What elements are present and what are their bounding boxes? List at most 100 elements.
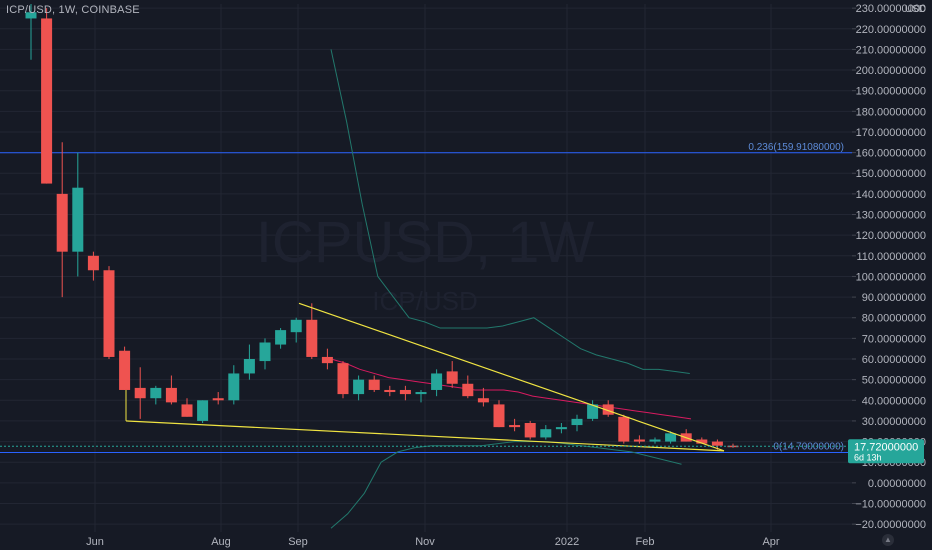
candle[interactable] xyxy=(602,400,614,417)
price-tick-label: 140.00000000 xyxy=(856,189,926,201)
price-tick-label: 190.00000000 xyxy=(856,86,926,98)
candle-body xyxy=(509,425,521,428)
candle-body xyxy=(165,387,177,403)
candle[interactable] xyxy=(134,367,146,419)
candle[interactable] xyxy=(727,443,739,448)
price-tick-label: 130.00000000 xyxy=(856,210,926,222)
candle[interactable] xyxy=(25,4,37,60)
candle[interactable] xyxy=(103,266,115,360)
symbol-header[interactable]: ICP/USD, 1W, COINBASE xyxy=(6,4,140,16)
candle[interactable] xyxy=(72,152,84,277)
time-tick-label: Nov xyxy=(415,536,435,548)
price-tick-label: 40.00000000 xyxy=(862,395,926,407)
candle[interactable] xyxy=(321,348,333,370)
candlesticks[interactable] xyxy=(25,4,739,450)
candle[interactable] xyxy=(353,375,365,401)
candle[interactable] xyxy=(56,142,68,298)
candle-body xyxy=(665,433,677,442)
candle-body xyxy=(119,350,131,390)
candle[interactable] xyxy=(399,385,411,401)
candle[interactable] xyxy=(368,375,380,393)
candle[interactable] xyxy=(87,251,99,281)
price-tick-label: 220.00000000 xyxy=(856,24,926,36)
candle-body xyxy=(197,400,209,421)
candle[interactable] xyxy=(524,420,536,440)
moving-average xyxy=(330,358,692,420)
candle-body xyxy=(72,187,84,252)
candle[interactable] xyxy=(680,429,692,442)
candle[interactable] xyxy=(540,425,552,440)
candle[interactable] xyxy=(165,375,177,405)
candle[interactable] xyxy=(290,317,302,343)
candle[interactable] xyxy=(150,385,162,405)
price-tick-label: 90.00000000 xyxy=(862,292,926,304)
price-tick-label: 160.00000000 xyxy=(856,148,926,160)
candle[interactable] xyxy=(212,392,224,405)
candle-body xyxy=(337,363,349,395)
candle[interactable] xyxy=(587,400,599,421)
candle-body xyxy=(103,270,115,357)
candle[interactable] xyxy=(181,398,193,417)
price-tick-label: 150.00000000 xyxy=(856,168,926,180)
candle[interactable] xyxy=(243,344,255,380)
price-axis[interactable]: 230.00000000 220.00000000 210.00000000 200.… xyxy=(852,0,932,550)
candle[interactable] xyxy=(509,418,521,432)
last-price-countdown: 6d 13h xyxy=(854,452,882,462)
candle-body xyxy=(399,389,411,395)
candle-body xyxy=(555,427,567,430)
candle[interactable] xyxy=(493,400,505,428)
price-tick-label: 80.00000000 xyxy=(862,313,926,325)
candle-body xyxy=(228,373,240,401)
fib-level-label: 0(14.70000000) xyxy=(773,442,844,453)
candle-body xyxy=(618,416,630,442)
candle[interactable] xyxy=(633,435,645,444)
candle[interactable] xyxy=(337,361,349,399)
candle[interactable] xyxy=(649,437,661,444)
candle-body xyxy=(56,193,68,252)
price-tick-label: 30.00000000 xyxy=(862,416,926,428)
candle[interactable] xyxy=(415,389,427,403)
time-axis[interactable]: Jun Aug Sep Nov 2022 Feb Apr xyxy=(86,536,780,548)
candle[interactable] xyxy=(197,400,209,423)
price-tick-label: 50.00000000 xyxy=(862,375,926,387)
fibonacci-levels[interactable]: 0.236(159.91080000) 0(14.70000000) xyxy=(0,142,852,454)
time-tick-label: Aug xyxy=(211,536,231,548)
candle[interactable] xyxy=(275,328,287,349)
candle[interactable] xyxy=(259,338,271,370)
candle[interactable] xyxy=(665,431,677,444)
candle-body xyxy=(696,439,708,444)
candle[interactable] xyxy=(41,8,53,184)
candle-body xyxy=(259,342,271,362)
watermark-pair: ICP/USD xyxy=(372,286,477,316)
candle[interactable] xyxy=(119,346,131,390)
scroll-to-realtime-button[interactable]: ▲ xyxy=(882,534,894,546)
candle-body xyxy=(384,389,396,393)
candle-body xyxy=(321,356,333,364)
time-tick-label: Jun xyxy=(86,536,104,548)
price-tick-label: 230.00000000 xyxy=(856,3,926,15)
price-tick-label: 110.00000000 xyxy=(856,251,926,263)
candle-body xyxy=(25,12,37,19)
last-price-box xyxy=(848,439,924,464)
candle-body xyxy=(540,429,552,438)
candle[interactable] xyxy=(306,303,318,360)
candle[interactable] xyxy=(477,387,489,407)
candle-body xyxy=(41,18,53,184)
candle-body xyxy=(446,371,458,384)
candle[interactable] xyxy=(571,414,583,432)
candle[interactable] xyxy=(555,422,567,434)
candle[interactable] xyxy=(228,365,240,405)
price-tick-label: −10.00000000 xyxy=(855,498,926,510)
last-price-value: 17.72000000 xyxy=(854,441,918,453)
price-tick-label: 100.00000000 xyxy=(856,271,926,283)
candle[interactable] xyxy=(462,375,474,399)
candle[interactable] xyxy=(384,385,396,397)
candle[interactable] xyxy=(446,361,458,388)
price-tick-label: −20.00000000 xyxy=(855,519,926,531)
candle[interactable] xyxy=(431,369,443,397)
candle[interactable] xyxy=(618,414,630,444)
candle-body xyxy=(181,404,193,417)
time-tick-label: Apr xyxy=(762,536,779,548)
